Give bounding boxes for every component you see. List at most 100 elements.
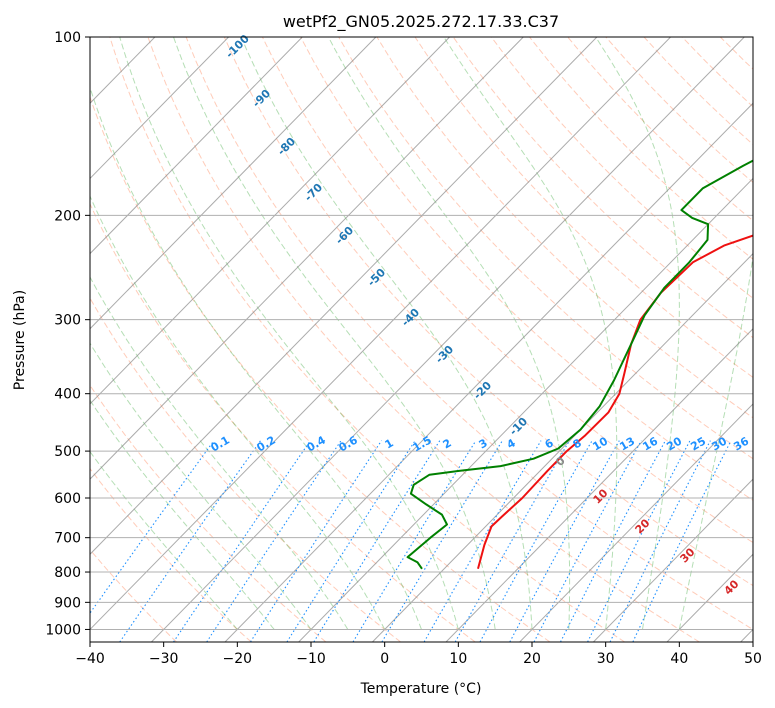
moist-adiabat-line: [595, 37, 680, 630]
skewed-isotherm-line: [298, 177, 753, 642]
moist-adiabat-line: [90, 194, 386, 630]
x-tick-label: 20: [523, 651, 541, 667]
skewed-isotherm-line: [151, 37, 745, 642]
skewed-isotherm-line: [90, 37, 377, 330]
mixing-ratio-line: [632, 440, 732, 642]
moist-adiabat-line: [90, 450, 238, 630]
moist-adiabat-line: [90, 342, 312, 630]
x-tick-label: 10: [449, 651, 467, 667]
dry-adiabat-line: [147, 37, 700, 642]
moist-adiabat-line: [327, 37, 571, 630]
moist-adiabat-label: 10: [591, 486, 611, 506]
mixing-ratio-line: [313, 440, 441, 642]
mixing-ratio-line: [250, 440, 383, 642]
skewed-isotherm-line: [90, 37, 671, 631]
mixing-ratio-line: [90, 440, 215, 615]
x-tick-label: −30: [149, 651, 179, 667]
moist-adiabat-line: [119, 37, 459, 630]
x-tick-label: −10: [296, 651, 326, 667]
mixing-ratio-lines: [90, 440, 732, 642]
mixing-ratio-label: 2: [441, 436, 454, 451]
y-axis-title: Pressure (hPa): [12, 290, 28, 390]
moist-adiabat-label: 40: [722, 577, 742, 597]
dry-adiabat-line: [567, 37, 753, 222]
skewed-isotherm-line: [593, 478, 753, 642]
mixing-ratio-label: 25: [688, 435, 708, 454]
sounding-series: [406, 159, 753, 570]
moist-adiabat-label: 20: [633, 516, 653, 536]
mixing-ratio-line: [352, 440, 477, 642]
dry-adiabat-line: [90, 548, 177, 642]
skewed-isotherm-line: [740, 628, 753, 642]
dry-adiabat-line: [261, 37, 753, 544]
mixing-ratio-label: 10: [590, 434, 610, 453]
mixing-ratio-line: [423, 440, 542, 642]
dry-adiabat-line: [643, 37, 753, 146]
dry-adiabat-line: [90, 297, 401, 642]
skewed-isotherm-line: [224, 102, 753, 642]
dry-adiabat-line: [452, 37, 753, 339]
isotherm-label: -10: [507, 415, 530, 438]
x-tick-label: 0: [380, 651, 389, 667]
x-tick-label: 50: [744, 651, 762, 667]
skewed-isotherm-line: [90, 37, 524, 480]
mixing-ratio-line: [381, 440, 503, 642]
background-lines: [90, 37, 753, 642]
y-tick-label: 200: [54, 208, 81, 224]
isotherm-label: -80: [275, 135, 298, 158]
dry-adiabat-line: [109, 37, 625, 642]
mixing-ratio-line: [454, 440, 570, 642]
mixing-ratio-line: [609, 440, 711, 642]
dry-adiabat-line: [338, 37, 753, 460]
skewed-isotherm-line: [90, 37, 598, 555]
skewed-isotherm-line: [372, 252, 753, 642]
y-tick-label: 300: [54, 313, 81, 329]
x-tick-label: −20: [223, 651, 253, 667]
skewed-isotherm-line: [90, 37, 229, 180]
mixing-ratio-line: [560, 440, 666, 642]
x-axis: −40 −30 −20 −10 0 10 20 30 40 50: [75, 642, 762, 667]
x-axis-title: Temperature (°C): [360, 681, 482, 697]
skewed-isotherm-line: [90, 37, 450, 405]
isotherm-label: -30: [433, 343, 456, 366]
mixing-ratio-line: [206, 440, 342, 642]
mixing-ratio-label: 16: [640, 434, 660, 453]
mixing-ratio-line: [479, 440, 593, 642]
skewed-isotherm-line: [445, 328, 753, 642]
isotherm-label: -100: [223, 32, 252, 61]
temperature-line: [477, 234, 753, 570]
moist-adiabat-line: [443, 37, 618, 630]
y-tick-label: 700: [54, 531, 81, 547]
grid-lines: [90, 37, 753, 630]
y-tick-label: 600: [54, 491, 81, 507]
mixing-ratio-line: [509, 440, 620, 642]
x-tick-label: −40: [75, 651, 105, 667]
x-tick-label: 30: [597, 651, 615, 667]
skewed-isotherm-line: [90, 37, 303, 255]
mixing-ratio-label: 4: [505, 436, 518, 451]
dry-adiabat-line: [90, 202, 476, 642]
moist-adiabat-line: [678, 253, 753, 630]
y-tick-label: 800: [54, 565, 81, 581]
mixing-ratio-label: 36: [731, 434, 751, 453]
y-axis: 100 200 300 400 500 600 700 800 900 1000: [45, 30, 90, 638]
dry-adiabat-line: [300, 37, 753, 501]
isotherm-label: -90: [250, 87, 273, 110]
chart-title: wetPf2_GN05.2025.272.17.33.C37: [283, 12, 559, 32]
moist-adiabat-line: [90, 399, 275, 630]
dry-adiabat-line: [529, 37, 753, 260]
dewpoint-line: [406, 159, 753, 570]
y-tick-label: 1000: [45, 622, 81, 638]
moist-adiabat-line: [173, 37, 496, 630]
y-tick-label: 500: [54, 444, 81, 460]
dry-adiabat-line: [414, 37, 753, 378]
moist-adiabat-line: [90, 276, 349, 630]
x-tick-label: 40: [670, 651, 688, 667]
mixing-ratio-label: 1: [383, 436, 396, 451]
moist-adiabat-line: [240, 37, 533, 630]
y-tick-label: 400: [54, 387, 81, 403]
dry-adiabat-line: [90, 95, 551, 642]
y-tick-label: 100: [54, 30, 81, 46]
mixing-ratio-line: [286, 440, 416, 642]
